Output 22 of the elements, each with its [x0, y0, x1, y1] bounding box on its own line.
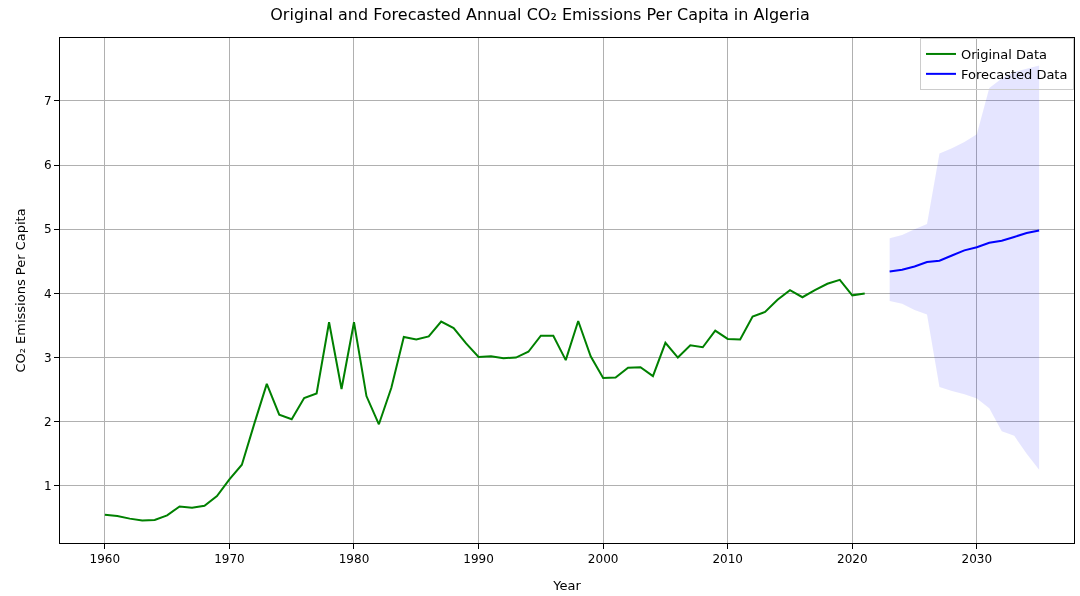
legend-label: Original Data — [961, 47, 1048, 63]
y-tick-label: 2 — [43, 414, 52, 429]
x-tick-label: 2030 — [961, 552, 993, 567]
x-tick-label: 2010 — [712, 552, 743, 567]
line-series — [103, 278, 866, 522]
x-tick-label: 2020 — [837, 552, 868, 567]
y-tick-label: 3 — [43, 350, 52, 365]
y-tick-label: 4 — [43, 286, 52, 301]
y-tick-label: 6 — [43, 158, 52, 173]
line-series — [888, 229, 1041, 273]
y-axis-title: CO₂ Emissions Per Capita — [12, 208, 28, 373]
legend-label: Forecasted Data — [961, 66, 1068, 82]
y-tick-label: 5 — [43, 222, 52, 237]
x-tick-label: 1960 — [89, 552, 121, 567]
y-tick-label: 1 — [43, 479, 52, 494]
x-tick-label: 1980 — [338, 552, 370, 567]
x-tick-label: 2000 — [587, 552, 619, 567]
chart-title: Original and Forecasted Annual CO₂ Emissions Per Capita in Algeria — [270, 5, 810, 25]
x-axis-title: Year — [552, 578, 582, 593]
x-tick-label: 1970 — [214, 552, 245, 567]
y-tick-label: 7 — [43, 94, 52, 109]
x-tick-label: 1990 — [463, 552, 494, 567]
